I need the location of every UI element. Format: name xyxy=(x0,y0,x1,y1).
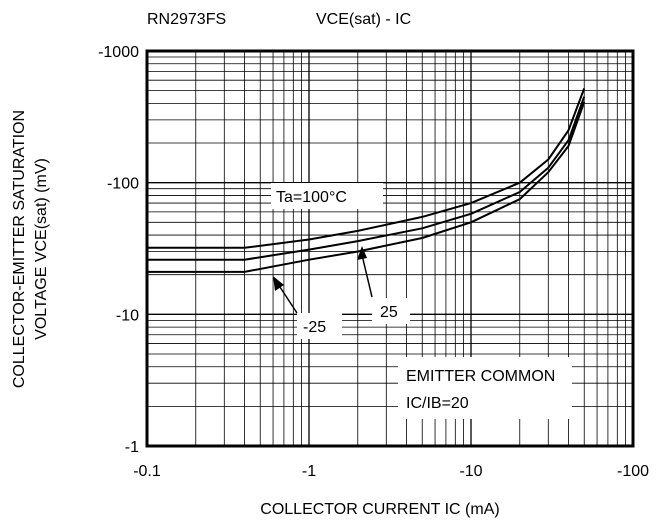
y-tick-label: -1000 xyxy=(98,44,139,61)
emitter-common-bg xyxy=(398,357,572,419)
series-line-1 xyxy=(147,96,586,261)
x-tick-label: -0.1 xyxy=(133,463,161,480)
part-number: RN2973FS xyxy=(147,11,226,28)
x-tick-label: -100 xyxy=(617,463,649,480)
series-group xyxy=(147,88,586,273)
y-tick-label: -1 xyxy=(125,439,139,456)
label-m25-bg xyxy=(297,313,342,339)
x-axis-label: COLLECTOR CURRENT IC (mA) xyxy=(260,501,499,518)
label-m25: -25 xyxy=(303,319,326,336)
arrow-25 xyxy=(357,246,373,298)
y-tick-label: -100 xyxy=(107,176,139,193)
y-axis-label-line1: COLLECTOR-EMITTER SATURATION xyxy=(11,110,28,388)
arrow-m25 xyxy=(273,276,298,314)
label-25: 25 xyxy=(380,304,398,321)
ta-label-bg xyxy=(271,183,383,209)
tick-labels: -0.1 -1 -10 -100 -1 -10 -100 -1000 xyxy=(98,44,649,480)
label-25-bg xyxy=(372,298,410,324)
emitter-common-line2: IC/IB=20 xyxy=(406,395,469,412)
emitter-common-line1: EMITTER COMMON xyxy=(406,368,555,385)
y-tick-label: -10 xyxy=(116,307,139,324)
x-tick-label: -1 xyxy=(302,463,316,480)
chart-title: VCE(sat) - IC xyxy=(316,11,411,28)
x-tick-label: -10 xyxy=(459,463,482,480)
plot-frame xyxy=(145,49,635,448)
ta-label: Ta=100°C xyxy=(276,189,347,206)
y-axis-label-line2: VOLTAGE VCE(sat) (mV) xyxy=(33,158,50,340)
series-line-0 xyxy=(147,88,586,249)
series-line-2 xyxy=(147,101,586,273)
